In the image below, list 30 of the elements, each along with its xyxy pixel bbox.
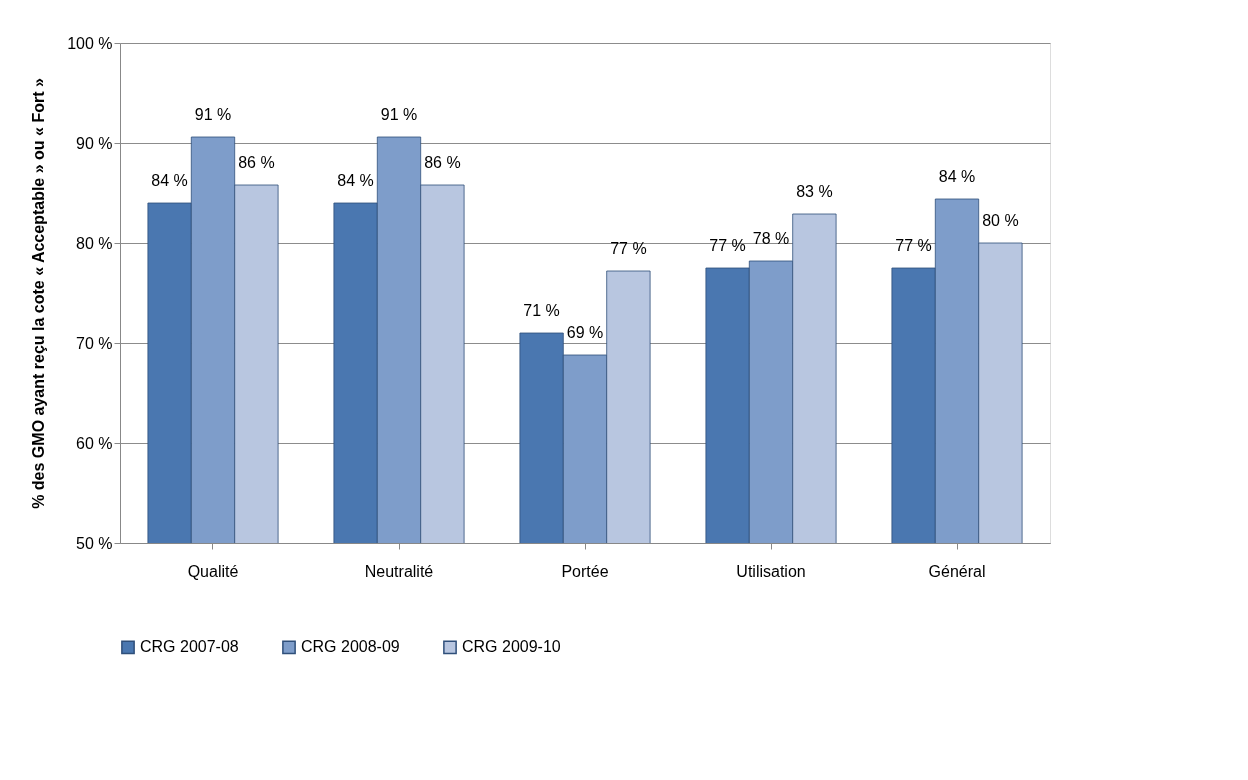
data-label: 77 % xyxy=(709,237,746,254)
legend-label: CRG 2007-08 xyxy=(140,638,239,656)
data-label: 77 % xyxy=(895,237,932,254)
y-tick-label: 60 % xyxy=(76,434,113,452)
legend-label: CRG 2008-09 xyxy=(301,638,400,656)
y-tick-label: 80 % xyxy=(76,234,113,252)
data-label: 80 % xyxy=(982,212,1019,229)
y-tick-label: 70 % xyxy=(76,334,113,352)
y-tick-label: 90 % xyxy=(76,134,113,152)
data-label: 91 % xyxy=(194,106,232,123)
y-tick-label: 100 % xyxy=(67,34,113,52)
legend-label: CRG 2009-10 xyxy=(462,638,561,656)
y-axis-title: % des GMO ayant reçu la cote « Acceptable » ou « Fort » xyxy=(30,78,48,509)
data-label: 84 % xyxy=(337,172,374,189)
data-label: 78 % xyxy=(752,230,790,247)
x-tick-label: Qualité xyxy=(187,562,239,580)
data-label: 84 % xyxy=(151,172,188,189)
data-label: 77 % xyxy=(610,240,647,257)
data-label: 84 % xyxy=(938,168,976,185)
x-tick-label: Neutralité xyxy=(364,562,434,580)
data-label: 86 % xyxy=(238,154,275,171)
data-label: 91 % xyxy=(380,106,418,123)
data-label: 71 % xyxy=(523,302,560,319)
data-label: 69 % xyxy=(566,324,604,341)
x-tick-label: Général xyxy=(928,562,986,580)
x-tick-label: Utilisation xyxy=(736,562,806,580)
data-label: 86 % xyxy=(424,154,461,171)
y-tick-label: 50 % xyxy=(76,534,113,552)
x-tick-label: Portée xyxy=(561,562,609,580)
data-label: 83 % xyxy=(796,183,833,200)
